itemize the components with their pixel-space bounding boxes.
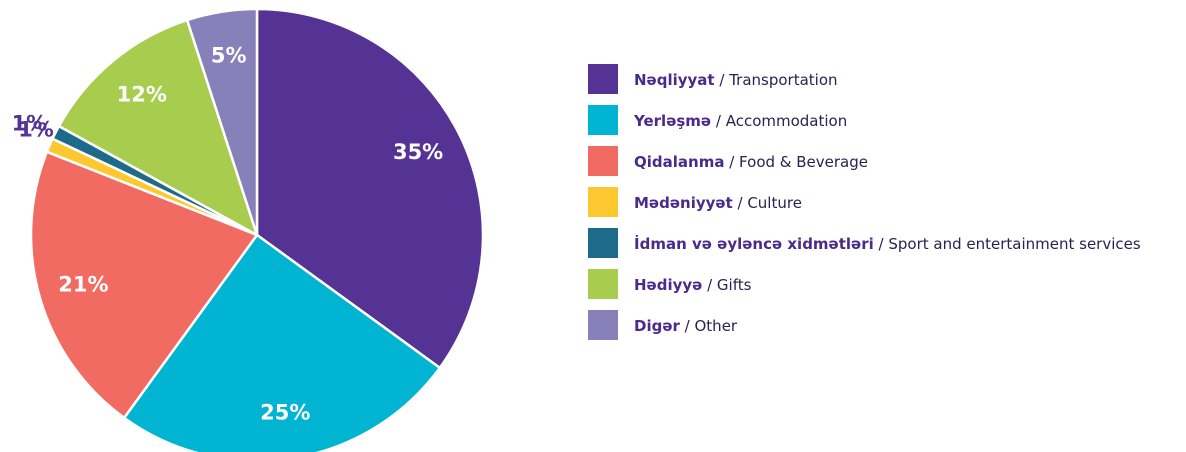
legend-swatch [588,64,618,94]
legend-label: Mədəniyyət / Culture [634,194,802,212]
value-label: 12% [117,83,167,107]
value-label: 5% [211,43,247,67]
legend-swatch [588,228,618,258]
pie-slice [57,18,260,238]
legend-swatch [588,269,618,299]
legend-label: Qidalanma / Food & Beverage [634,153,868,171]
pie-slice [122,233,442,452]
legend-swatch [588,187,618,217]
legend-swatch [588,146,618,176]
legend-label: İdman və əyləncə xidmətləri / Sport and … [634,234,1141,253]
legend-label: Digər / Other [634,317,738,335]
legend-label: Hədiyyə / Gifts [634,276,752,294]
legend-label: Yerləşmə / Accommodation [633,112,847,130]
pie-slice [29,150,259,420]
value-label: 25% [260,401,310,425]
pie-slice [255,7,485,370]
value-label: 1% [12,112,48,136]
value-label: 21% [58,272,108,296]
value-label: 1% [18,117,54,141]
value-label: 35% [393,140,443,164]
legend-label: Nəqliyyat / Transportation [634,71,838,89]
pie-slice [185,7,259,236]
legend-swatch [588,310,618,340]
legend-swatch [588,105,618,135]
